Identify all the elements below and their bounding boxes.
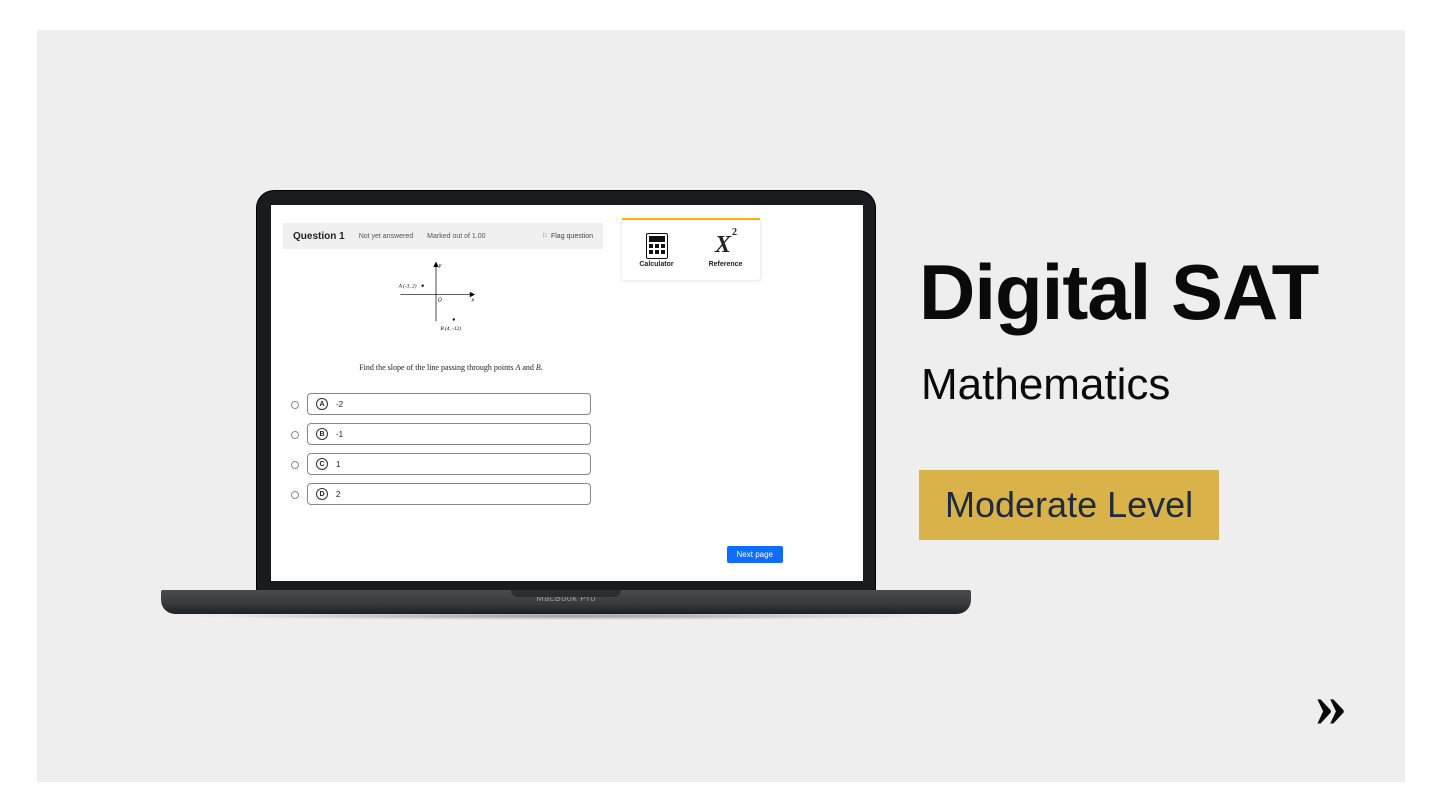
flag-icon: ⚐ bbox=[542, 232, 548, 240]
quote-decoration: » bbox=[1315, 668, 1335, 742]
question-prompt: Find the slope of the line passing throu… bbox=[311, 363, 591, 372]
x-axis-label: x bbox=[471, 298, 475, 304]
tool-card: Calculator X2 Reference bbox=[621, 219, 761, 281]
answer-letter: A bbox=[316, 398, 328, 410]
question-marks: Marked out of 1.00 bbox=[427, 233, 485, 240]
answer-value: -1 bbox=[336, 430, 343, 439]
question-number: Question 1 bbox=[293, 231, 345, 242]
reference-tool[interactable]: X2 Reference bbox=[691, 220, 760, 280]
calculator-icon bbox=[646, 233, 668, 259]
answer-option[interactable]: B -1 bbox=[291, 423, 591, 445]
answer-letter: B bbox=[316, 428, 328, 440]
radio-icon bbox=[291, 431, 299, 439]
radio-icon bbox=[291, 491, 299, 499]
headline: Digital SAT bbox=[919, 253, 1318, 331]
flag-label: Flag question bbox=[551, 233, 593, 240]
canvas: Question 1 Not yet answered Marked out o… bbox=[37, 30, 1405, 782]
calculator-tool[interactable]: Calculator bbox=[622, 220, 691, 280]
answer-option[interactable]: D 2 bbox=[291, 483, 591, 505]
laptop-notch bbox=[511, 590, 621, 597]
origin-label: O bbox=[438, 298, 442, 304]
laptop-body: Question 1 Not yet answered Marked out o… bbox=[256, 190, 876, 595]
answer-list: A -2 B -1 bbox=[291, 393, 591, 505]
next-page-button[interactable]: Next page bbox=[727, 546, 783, 563]
flag-question[interactable]: ⚐ Flag question bbox=[542, 232, 593, 240]
answer-value: 1 bbox=[336, 460, 340, 469]
coordinate-graph: y x O A (-3, 2) B (4, -12) bbox=[386, 259, 486, 339]
app-screenshot: Question 1 Not yet answered Marked out o… bbox=[271, 205, 863, 581]
laptop-screen: Question 1 Not yet answered Marked out o… bbox=[271, 205, 863, 581]
question-header: Question 1 Not yet answered Marked out o… bbox=[283, 223, 603, 249]
laptop-mockup: Question 1 Not yet answered Marked out o… bbox=[256, 190, 876, 620]
subheadline: Mathematics bbox=[921, 360, 1170, 410]
answer-letter: D bbox=[316, 488, 328, 500]
point-b-label: B (4, -12) bbox=[440, 325, 461, 332]
answer-letter: C bbox=[316, 458, 328, 470]
reference-icon: X2 bbox=[715, 232, 736, 259]
answer-value: -2 bbox=[336, 400, 343, 409]
point-a-label: A (-3, 2) bbox=[398, 282, 417, 289]
level-chip: Moderate Level bbox=[919, 470, 1219, 540]
question-status: Not yet answered bbox=[359, 233, 413, 240]
answer-option[interactable]: A -2 bbox=[291, 393, 591, 415]
level-label: Moderate Level bbox=[945, 484, 1193, 525]
radio-icon bbox=[291, 401, 299, 409]
radio-icon bbox=[291, 461, 299, 469]
reference-label: Reference bbox=[709, 261, 743, 268]
y-axis-label: y bbox=[438, 263, 442, 269]
calculator-label: Calculator bbox=[639, 261, 673, 268]
answer-option[interactable]: C 1 bbox=[291, 453, 591, 475]
answer-value: 2 bbox=[336, 490, 340, 499]
